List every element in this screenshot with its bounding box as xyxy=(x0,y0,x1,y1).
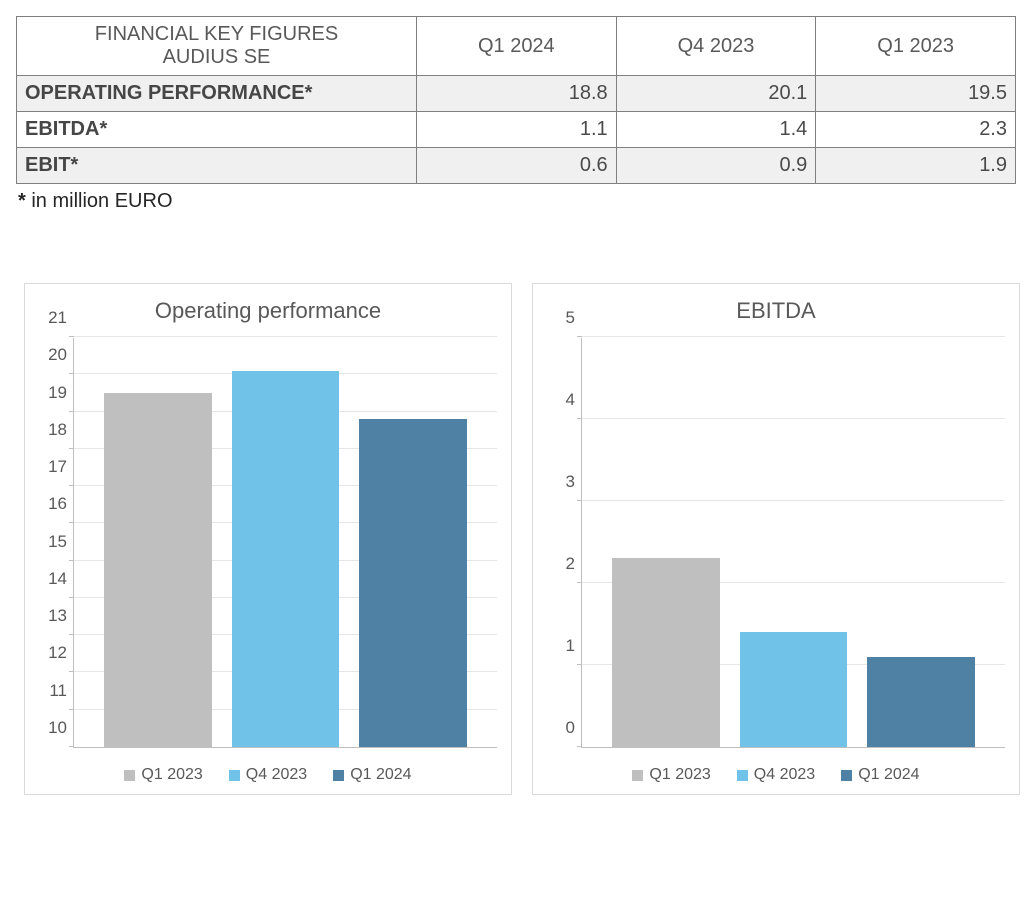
col-header-0: Q1 2024 xyxy=(417,17,617,76)
table-row: EBITDA*1.11.42.3 xyxy=(17,112,1016,148)
legend-item-q1_2023: Q1 2023 xyxy=(632,766,710,784)
bar-q1_2024 xyxy=(359,419,467,747)
chart-card-op: Operating performance 10 11 12 13 14 15 16 17 18 1… xyxy=(24,283,512,795)
y-tick-label: 10 xyxy=(48,718,67,738)
y-tick-label: 0 xyxy=(566,718,575,738)
cell-value: 2.3 xyxy=(816,112,1016,148)
row-label: EBIT* xyxy=(17,148,417,184)
y-tick-label: 15 xyxy=(48,532,67,552)
legend-swatch xyxy=(333,770,344,781)
cell-value: 0.6 xyxy=(417,148,617,184)
chart-legend: Q1 2023 Q4 2023 Q1 2024 xyxy=(39,766,497,784)
y-tick-label: 16 xyxy=(48,494,67,514)
chart-card-ebitda: EBITDA 0 1 2 3 4 5 Q1 2023 Q4 2023 Q1 2024 xyxy=(532,283,1020,795)
y-tick-label: 13 xyxy=(48,606,67,626)
bars-group xyxy=(582,338,1005,747)
y-tick-label: 18 xyxy=(48,420,67,440)
y-tick-label: 4 xyxy=(566,390,575,410)
y-tick-label: 2 xyxy=(566,554,575,574)
legend-swatch xyxy=(632,770,643,781)
bar-q4_2023 xyxy=(740,632,848,747)
legend-label: Q1 2024 xyxy=(858,766,919,784)
legend-swatch xyxy=(737,770,748,781)
table-footnote: * in million EURO xyxy=(18,190,1020,213)
bar-q4_2023 xyxy=(232,371,340,747)
table-title-line2: AUDIUS SE xyxy=(27,46,406,69)
legend-label: Q1 2024 xyxy=(350,766,411,784)
y-tick-label: 1 xyxy=(566,636,575,656)
table-row: EBIT*0.60.91.9 xyxy=(17,148,1016,184)
chart-plot: 101112131415161718192021 xyxy=(39,338,497,748)
y-tick-label: 12 xyxy=(48,643,67,663)
financial-table: FINANCIAL KEY FIGURES AUDIUS SE Q1 2024 … xyxy=(16,16,1016,184)
col-header-2: Q1 2023 xyxy=(816,17,1016,76)
charts-row: Operating performance1011121314151617181… xyxy=(16,283,1020,795)
y-axis: 012345 xyxy=(547,338,581,748)
plot-area xyxy=(581,338,1005,748)
legend-item-q4_2023: Q4 2023 xyxy=(229,766,307,784)
legend-label: Q4 2023 xyxy=(246,766,307,784)
y-axis: 101112131415161718192021 xyxy=(39,338,73,748)
cell-value: 1.4 xyxy=(616,112,816,148)
col-header-1: Q4 2023 xyxy=(616,17,816,76)
chart-plot: 012345 xyxy=(547,338,1005,748)
legend-label: Q4 2023 xyxy=(754,766,815,784)
gridline xyxy=(74,336,497,337)
bars-group xyxy=(74,338,497,747)
y-tick-label: 20 xyxy=(48,345,67,365)
y-tick-label: 19 xyxy=(48,383,67,403)
bar-q1_2024 xyxy=(867,657,975,747)
legend-item-q1_2024: Q1 2024 xyxy=(333,766,411,784)
legend-item-q1_2023: Q1 2023 xyxy=(124,766,202,784)
y-tick-label: 14 xyxy=(48,569,67,589)
y-tick-label: 21 xyxy=(48,308,67,328)
chart-title: Operating performance xyxy=(39,298,497,324)
bar-q1_2023 xyxy=(612,558,720,747)
y-tick xyxy=(577,336,582,337)
gridline xyxy=(582,336,1005,337)
legend-item-q4_2023: Q4 2023 xyxy=(737,766,815,784)
cell-value: 19.5 xyxy=(816,76,1016,112)
footnote-text: in million EURO xyxy=(26,190,173,212)
cell-value: 20.1 xyxy=(616,76,816,112)
legend-label: Q1 2023 xyxy=(141,766,202,784)
table-header-title: FINANCIAL KEY FIGURES AUDIUS SE xyxy=(17,17,417,76)
legend-swatch xyxy=(124,770,135,781)
plot-area xyxy=(73,338,497,748)
footnote-asterisk: * xyxy=(18,190,26,212)
chart-legend: Q1 2023 Q4 2023 Q1 2024 xyxy=(547,766,1005,784)
y-tick-label: 11 xyxy=(49,681,67,701)
chart-title: EBITDA xyxy=(547,298,1005,324)
legend-swatch xyxy=(841,770,852,781)
cell-value: 1.1 xyxy=(417,112,617,148)
y-tick-label: 3 xyxy=(566,472,575,492)
y-tick-label: 17 xyxy=(48,457,67,477)
row-label: EBITDA* xyxy=(17,112,417,148)
legend-swatch xyxy=(229,770,240,781)
legend-item-q1_2024: Q1 2024 xyxy=(841,766,919,784)
legend-label: Q1 2023 xyxy=(649,766,710,784)
cell-value: 1.9 xyxy=(816,148,1016,184)
cell-value: 0.9 xyxy=(616,148,816,184)
y-tick-label: 5 xyxy=(566,308,575,328)
row-label: OPERATING PERFORMANCE* xyxy=(17,76,417,112)
cell-value: 18.8 xyxy=(417,76,617,112)
bar-q1_2023 xyxy=(104,393,212,747)
table-title-line1: FINANCIAL KEY FIGURES xyxy=(27,23,406,46)
y-tick xyxy=(69,336,74,337)
table-row: OPERATING PERFORMANCE*18.820.119.5 xyxy=(17,76,1016,112)
